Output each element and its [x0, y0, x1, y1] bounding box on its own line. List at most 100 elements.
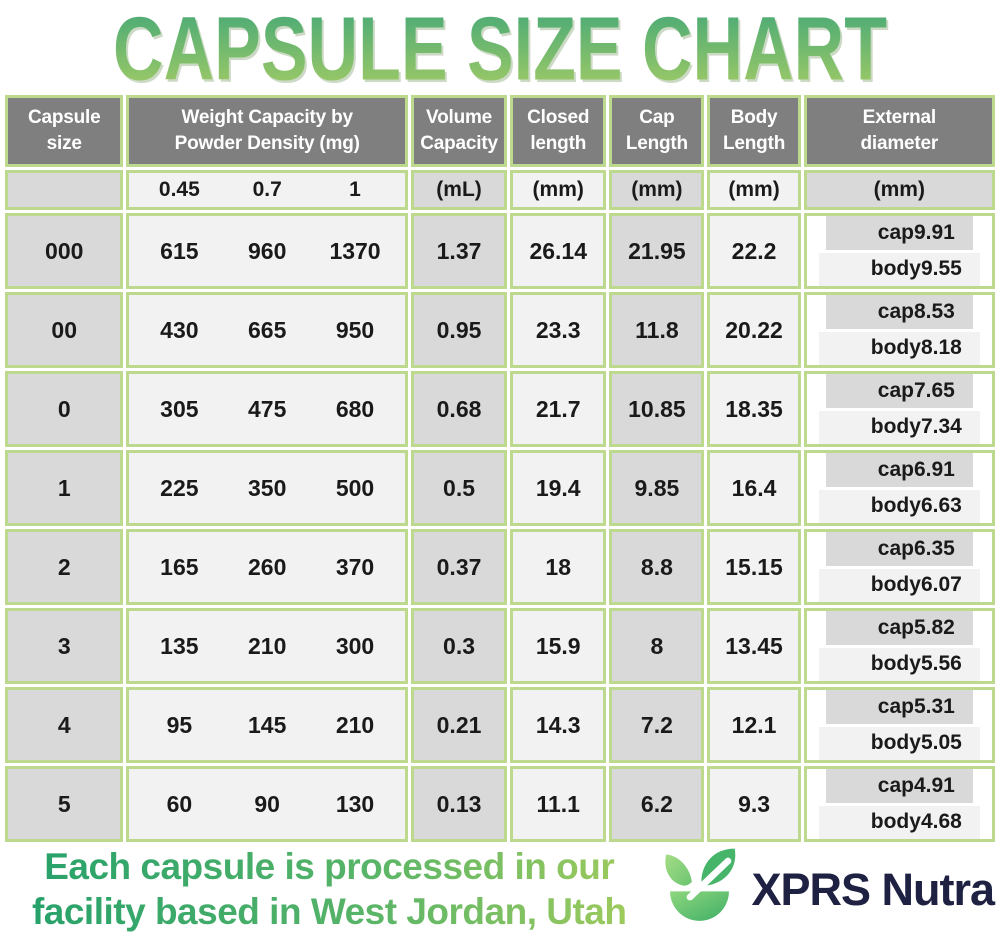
- header-label: Closed length: [527, 107, 590, 154]
- ext-cap-value: 6.35: [913, 536, 955, 560]
- cell-body-length: 12.1: [707, 687, 801, 763]
- ext-body-row: body 5.05: [818, 726, 980, 760]
- density-07: 0.7: [252, 178, 282, 201]
- weight-07: 665: [248, 316, 287, 343]
- cell-cap-length: 10.85: [609, 371, 705, 447]
- cell-closed-length: 18: [510, 529, 607, 605]
- cell-size: 0: [5, 371, 124, 447]
- ext-body-row: body 4.68: [818, 805, 980, 839]
- cell-volume: 0.13: [410, 766, 508, 842]
- cell-closed-length: 21.7: [510, 371, 607, 447]
- weight-07: 90: [254, 790, 280, 817]
- ext-cap-value: 4.91: [913, 773, 955, 797]
- cell-body-length: 18.35: [707, 371, 801, 447]
- header-volume-capacity: Volume Capacity: [410, 95, 508, 167]
- ext-cap-label: cap: [877, 615, 914, 639]
- header-cap-length: Cap Length: [609, 95, 705, 167]
- ext-body-value: 6.07: [920, 573, 962, 597]
- ext-cap-value: 6.91: [913, 457, 955, 481]
- cell-weights: 95 145 210: [126, 687, 408, 763]
- weight-045: 60: [166, 790, 193, 817]
- cell-size: 000: [5, 213, 124, 289]
- cell-closed-length: 15.9: [510, 608, 607, 684]
- cell-weights: 225 350 500: [126, 450, 408, 526]
- cell-cap-length: 6.2: [609, 766, 705, 842]
- cell-closed-length: 23.3: [510, 292, 607, 368]
- cell-volume: 1.37: [410, 213, 508, 289]
- ext-body-label: body: [870, 336, 921, 360]
- weight-045: 165: [160, 553, 199, 580]
- ext-cap-label: cap: [877, 299, 914, 323]
- header-label: Body Length: [722, 107, 786, 154]
- header-label: Cap Length: [625, 107, 688, 154]
- density-045: 0.45: [158, 178, 200, 201]
- weight-07: 960: [248, 237, 287, 264]
- brand-name: XPRS Nutra: [751, 863, 995, 915]
- ext-cap-row: cap 6.91: [825, 453, 973, 487]
- cell-weights: 305 475 680: [126, 371, 408, 447]
- ext-cap-label: cap: [877, 773, 914, 797]
- ext-cap-row: cap 4.91: [825, 769, 973, 803]
- ext-cap-row: cap 7.65: [825, 374, 973, 408]
- ext-cap-row: cap 5.82: [825, 611, 973, 645]
- weight-045: 430: [160, 316, 199, 343]
- weight-07: 210: [248, 632, 287, 659]
- ext-cap-label: cap: [877, 457, 914, 481]
- header-external-diameter: External diameter: [803, 95, 995, 167]
- mortar-leaf-logo-icon: [665, 848, 736, 921]
- ext-body-label: body: [870, 731, 921, 755]
- weight-1: 300: [335, 632, 375, 659]
- unit-volume: (mL): [410, 170, 508, 210]
- header-label: Capsule size: [27, 107, 101, 154]
- unit-closed-length: (mm): [510, 170, 607, 210]
- cell-closed-length: 14.3: [510, 687, 607, 763]
- ext-cap-row: cap 9.91: [825, 216, 973, 250]
- ext-cap-label: cap: [877, 378, 914, 402]
- cell-body-length: 15.15: [707, 529, 801, 605]
- cell-volume: 0.95: [410, 292, 508, 368]
- header-label: External diameter: [860, 107, 939, 154]
- ext-body-value: 4.68: [920, 810, 962, 834]
- brand: XPRS Nutra: [652, 842, 995, 937]
- cell-size: 3: [5, 608, 124, 684]
- ext-cap-row: cap 6.35: [825, 532, 973, 566]
- weight-045: 135: [160, 632, 199, 659]
- cell-closed-length: 11.1: [510, 766, 607, 842]
- cell-volume: 0.3: [410, 608, 508, 684]
- cell-size: 2: [5, 529, 124, 605]
- cell-volume: 0.68: [410, 371, 508, 447]
- cell-weights: 430 665 950: [126, 292, 408, 368]
- cell-cap-length: 8.8: [609, 529, 705, 605]
- header-body-length: Body Length: [707, 95, 801, 167]
- ext-body-label: body: [870, 810, 921, 834]
- cell-volume: 0.5: [410, 450, 508, 526]
- ext-cap-label: cap: [877, 220, 914, 244]
- capsule-size-table: Capsule size Weight Capacity by Powder De…: [5, 95, 995, 842]
- cell-cap-length: 21.95: [609, 213, 705, 289]
- ext-body-label: body: [870, 573, 921, 597]
- weight-07: 145: [248, 711, 287, 738]
- ext-body-value: 8.18: [920, 336, 962, 360]
- header-label: Volume Capacity: [420, 107, 498, 154]
- weight-1: 1370: [329, 237, 381, 264]
- unit-densities: 0.45 0.7 1: [126, 170, 408, 210]
- cell-volume: 0.21: [410, 687, 508, 763]
- ext-body-value: 7.34: [920, 415, 962, 439]
- cell-external-diameter: cap 4.91 body 4.68: [803, 766, 995, 842]
- cell-external-diameter: cap 8.53 body 8.18: [803, 292, 995, 368]
- density-1: 1: [349, 178, 361, 201]
- cell-closed-length: 26.14: [510, 213, 607, 289]
- cell-body-length: 13.45: [707, 608, 801, 684]
- ext-body-value: 5.56: [920, 652, 962, 676]
- ext-body-row: body 6.63: [818, 489, 980, 523]
- cell-weights: 135 210 300: [126, 608, 408, 684]
- cell-cap-length: 9.85: [609, 450, 705, 526]
- ext-cap-row: cap 8.53: [825, 295, 973, 329]
- weight-07: 475: [248, 395, 287, 422]
- unit-capsule-size-empty: [5, 170, 124, 210]
- weight-1: 680: [335, 395, 375, 422]
- cell-volume: 0.37: [410, 529, 508, 605]
- cell-external-diameter: cap 9.91 body 9.55: [803, 213, 995, 289]
- header-capsule-size: Capsule size: [5, 95, 124, 167]
